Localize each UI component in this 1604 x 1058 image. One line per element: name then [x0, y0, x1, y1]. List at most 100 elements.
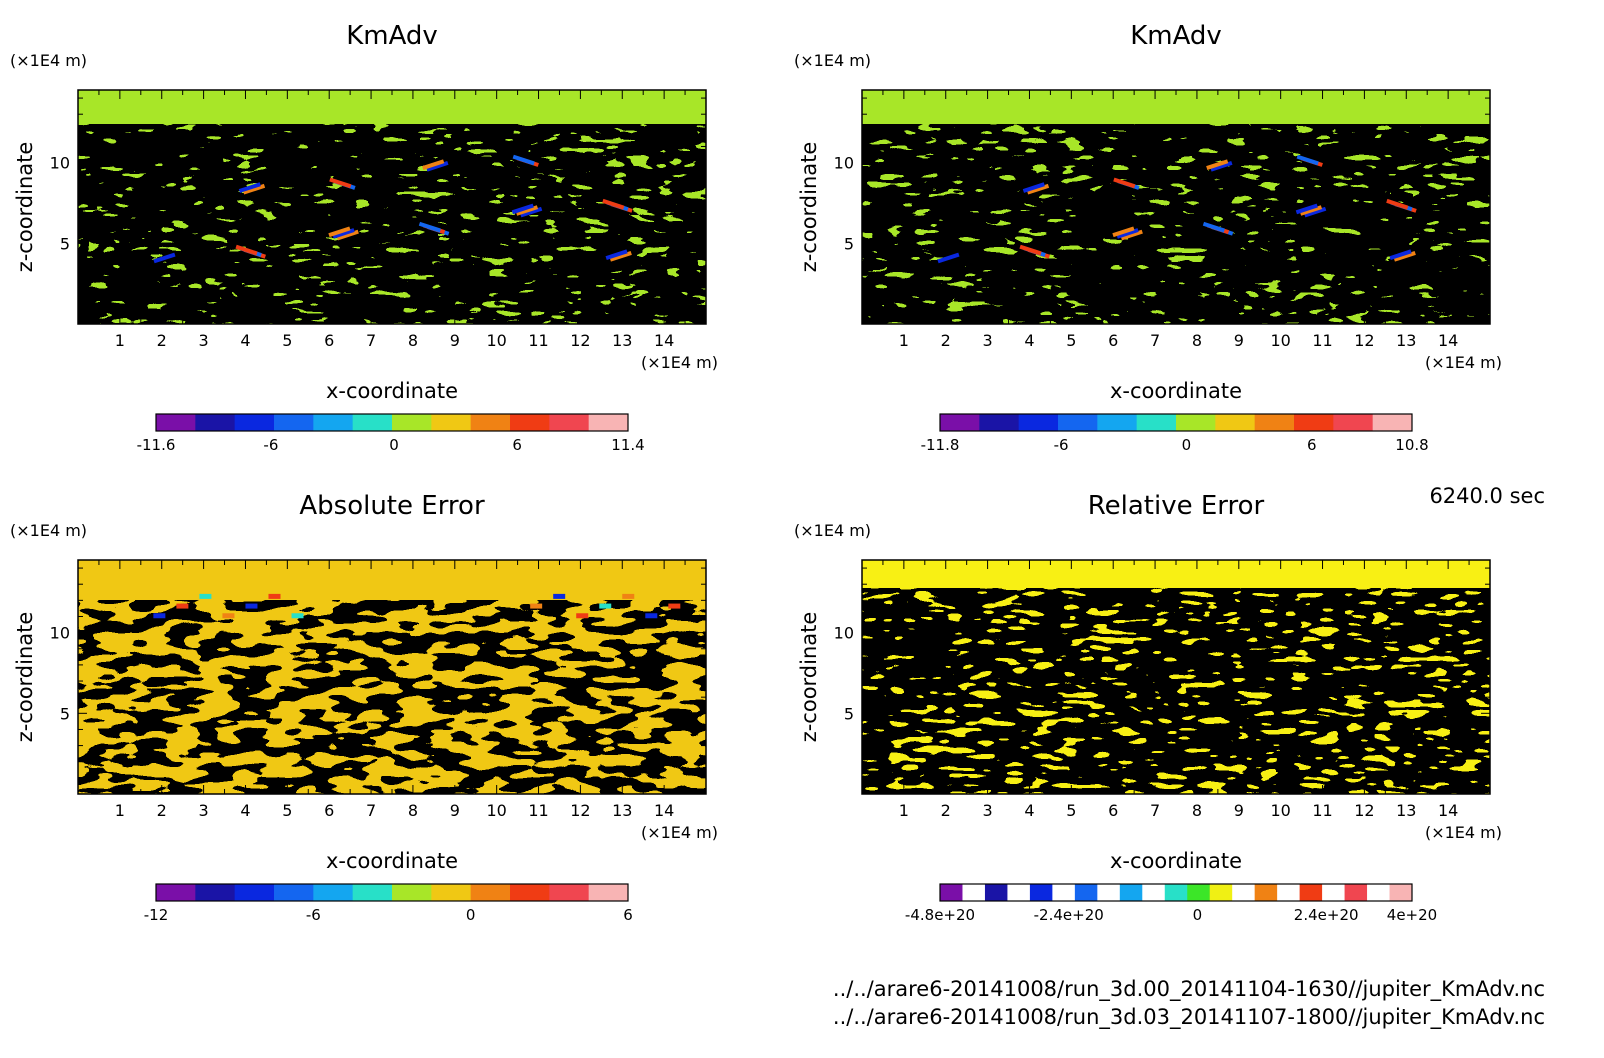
colorbar-swatch — [510, 414, 550, 431]
x-tick-label: 4 — [240, 331, 250, 350]
colorbar-swatch — [1254, 884, 1278, 901]
colorbar-swatch — [1058, 414, 1098, 431]
colorbar-tick-label: 6 — [1307, 436, 1317, 454]
field-texture-green — [862, 588, 1490, 794]
time-label: 6240.0 sec — [1429, 484, 1545, 508]
field-streak — [329, 177, 352, 189]
colorbar-swatch — [1176, 414, 1216, 431]
x-tick-label: 7 — [366, 331, 376, 350]
plot-title: Absolute Error — [299, 491, 485, 521]
field-streak — [1113, 177, 1136, 189]
colorbar-tick-label: 4e+20 — [1387, 906, 1437, 924]
x-tick-label: 14 — [1438, 801, 1458, 820]
panel-absolute-error: Absolute Error(×1E4 m)1 2 3 4 5 6 7 8 9 10 11 12 13 1… — [10, 491, 718, 924]
x-tick-label: 2 — [941, 331, 951, 350]
x-tick-label: 8 — [408, 331, 418, 350]
x-tick-label: 9 — [1234, 331, 1244, 350]
panel-kmadv-run03: KmAdv(×1E4 m)1 2 3 4 5 6 7 8 9 10 11 12 13 14(×1E4 m)… — [794, 21, 1502, 454]
colorbar-swatch — [352, 414, 393, 431]
field-streak — [576, 613, 589, 619]
field-streak — [602, 198, 625, 210]
colorbar-swatch — [274, 414, 314, 431]
field-streak — [622, 593, 635, 599]
colorbar-swatch — [392, 884, 432, 901]
colorbar-tick-label: -11.8 — [921, 436, 960, 454]
x-tick-label: 1 — [115, 801, 125, 820]
x-unit-label: (×1E4 m) — [1425, 353, 1502, 372]
x-tick-label: 13 — [1396, 331, 1416, 350]
colorbar-frame — [939, 413, 1413, 432]
x-unit-label: (×1E4 m) — [641, 353, 718, 372]
y-axis-label: z-coordinate — [13, 142, 37, 273]
colorbar-swatch — [470, 884, 511, 901]
panel-relative-error: Relative Error(×1E4 m)1 2 3 4 5 6 7 8 9 10 11 12 13 1… — [794, 491, 1502, 924]
colorbar-swatch — [234, 414, 275, 431]
colorbar-swatch — [156, 884, 196, 901]
field-streak — [1296, 154, 1319, 166]
field-streak — [1304, 206, 1327, 218]
field-streak — [1389, 249, 1412, 261]
x-axis-label: x-coordinate — [326, 849, 458, 873]
y-tick-label: 5 — [844, 234, 854, 253]
x-tick-label: 14 — [654, 801, 674, 820]
field-texture-green — [862, 124, 1490, 324]
field-streak — [1299, 205, 1323, 216]
colorbar-tick-label: -11.6 — [137, 436, 176, 454]
y-axis-label: z-coordinate — [13, 612, 37, 743]
x-tick-label: 5 — [1066, 801, 1076, 820]
field-streak — [1202, 221, 1225, 233]
x-unit-label: (×1E4 m) — [1425, 823, 1502, 842]
x-tick-label: 4 — [1024, 801, 1034, 820]
x-tick-label: 2 — [941, 801, 951, 820]
field-streak — [1026, 183, 1050, 195]
field-streak — [553, 593, 566, 599]
x-tick-label: 6 — [1108, 801, 1118, 820]
colorbar-swatch — [1029, 884, 1053, 901]
field-streak — [520, 206, 543, 218]
colorbar-swatch — [1119, 884, 1143, 901]
x-tick-label: 2 — [157, 801, 167, 820]
field-streak — [332, 228, 355, 239]
x-axis-label: x-coordinate — [1110, 379, 1242, 403]
colorbar-swatch — [1097, 414, 1138, 431]
colorbar-swatch — [1294, 414, 1334, 431]
x-tick-label: 6 — [324, 331, 334, 350]
colorbar-swatch — [979, 414, 1020, 431]
colorbar-swatch — [1299, 884, 1323, 901]
x-tick-label: 14 — [1438, 331, 1458, 350]
x-tick-label: 10 — [486, 331, 506, 350]
field-streak — [426, 160, 449, 172]
x-tick-label: 3 — [199, 331, 209, 350]
x-tick-label: 1 — [899, 331, 909, 350]
colorbar-frame — [155, 883, 629, 902]
colorbar-swatch — [313, 884, 354, 901]
x-tick-label: 9 — [450, 331, 460, 350]
field-streak — [235, 244, 258, 256]
field-streak — [668, 603, 681, 609]
colorbar-swatch — [1209, 884, 1233, 901]
field-streak — [645, 613, 658, 619]
field-streak — [1120, 229, 1143, 241]
x-tick-label: 3 — [199, 801, 209, 820]
y-unit-label: (×1E4 m) — [10, 51, 87, 70]
colorbar-swatch — [1136, 414, 1177, 431]
x-tick-label: 13 — [612, 801, 632, 820]
field-texture-green — [78, 600, 706, 794]
colorbar-swatch — [510, 884, 550, 901]
field-streak — [1295, 203, 1318, 215]
field-streak — [1112, 226, 1135, 238]
colorbar-swatch — [234, 884, 275, 901]
file-path-1: ../../arare6-20141008/run_3d.00_20141104… — [833, 977, 1545, 1002]
colorbar-swatch — [1187, 884, 1211, 901]
field-streak — [222, 613, 235, 619]
x-tick-label: 12 — [1354, 801, 1374, 820]
colorbar-swatch — [1097, 884, 1121, 901]
x-tick-label: 12 — [570, 801, 590, 820]
y-tick-label: 5 — [60, 234, 70, 253]
colorbar-swatch — [1333, 414, 1374, 431]
x-tick-label: 11 — [1312, 801, 1332, 820]
x-tick-label: 5 — [282, 331, 292, 350]
colorbar-swatch — [1344, 884, 1368, 901]
colorbar-tick-label: -12 — [144, 906, 169, 924]
field-streak — [199, 593, 212, 599]
